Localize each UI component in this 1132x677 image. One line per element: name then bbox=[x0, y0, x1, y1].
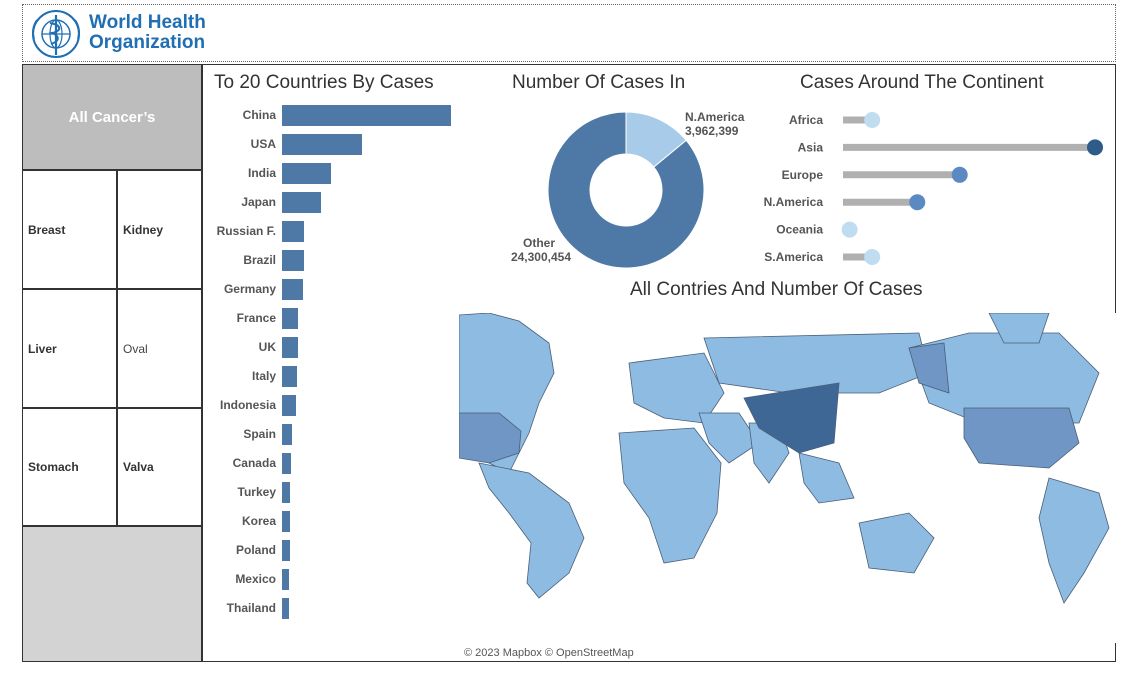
brand-line-2: Organization bbox=[89, 32, 206, 53]
bar[interactable] bbox=[282, 424, 293, 445]
continent-dot-chart: Africa Asia Europe N.America Oceania S.Americ… bbox=[764, 112, 1103, 265]
bar[interactable] bbox=[282, 163, 332, 184]
bar-label: Russian F. bbox=[216, 224, 276, 238]
continent-label: S.America bbox=[764, 250, 823, 264]
header: World Health Organization bbox=[22, 4, 1116, 62]
top-countries-bar-chart: China USA India Japan Russian F. Brazil German… bbox=[203, 105, 473, 635]
brand-name: World Health Organization bbox=[89, 13, 206, 53]
bar[interactable] bbox=[282, 308, 299, 329]
map-middle-east bbox=[698, 412, 760, 464]
world-map[interactable] bbox=[459, 313, 1117, 643]
brand-line-1: World Health bbox=[89, 12, 206, 33]
map-greenland bbox=[988, 313, 1050, 344]
map-latin-america bbox=[478, 462, 585, 599]
map-russia bbox=[703, 332, 930, 394]
map-usa bbox=[963, 407, 1080, 469]
bar-label: Mexico bbox=[235, 572, 276, 586]
continent-label: Europe bbox=[782, 168, 824, 182]
cancer-oval[interactable]: Oval bbox=[116, 290, 201, 409]
bar-label: USA bbox=[250, 137, 276, 151]
bar[interactable] bbox=[282, 337, 299, 358]
cancer-breast[interactable]: Breast bbox=[23, 171, 117, 290]
map-usa-west bbox=[459, 412, 522, 464]
bar[interactable] bbox=[282, 598, 289, 619]
bar-label: France bbox=[236, 311, 276, 325]
bar-label: Indonesia bbox=[219, 398, 276, 412]
bar-label: Poland bbox=[235, 543, 276, 557]
donut-slice-value: 24,300,454 bbox=[511, 250, 571, 264]
who-logo bbox=[32, 10, 80, 58]
bar[interactable] bbox=[282, 192, 322, 213]
map-title: All Contries And Number Of Cases bbox=[630, 279, 923, 300]
bar[interactable] bbox=[282, 482, 291, 503]
map-credit: © 2023 Mapbox © OpenStreetMap bbox=[464, 647, 634, 659]
bar[interactable] bbox=[282, 511, 291, 532]
bar-label: Thailand bbox=[226, 601, 276, 615]
bar-label: Italy bbox=[251, 369, 276, 383]
continent-dot[interactable] bbox=[1087, 139, 1103, 156]
continent-label: Asia bbox=[798, 140, 824, 154]
continent-label: Africa bbox=[789, 113, 823, 127]
continent-dot[interactable] bbox=[841, 221, 858, 238]
bar-label: India bbox=[247, 166, 276, 180]
map-alaska bbox=[908, 342, 950, 394]
continent-dot[interactable] bbox=[909, 194, 926, 211]
all-cancers-button[interactable]: All Cancer’s bbox=[23, 65, 201, 171]
bar-label: Japan bbox=[241, 195, 276, 209]
continent-chart-title: Cases Around The Continent bbox=[800, 72, 1044, 93]
bar[interactable] bbox=[282, 105, 451, 126]
bar-label: Germany bbox=[223, 282, 276, 296]
continent-dot[interactable] bbox=[951, 166, 968, 183]
cancer-filter-panel: All Cancer’s Breast Kidney Liver Oval St… bbox=[23, 65, 203, 661]
bar[interactable] bbox=[282, 395, 297, 416]
map-alaska-canada bbox=[908, 332, 1100, 424]
map-australia bbox=[858, 512, 935, 574]
bar[interactable] bbox=[282, 250, 305, 271]
cancer-kidney[interactable]: Kidney bbox=[116, 171, 201, 290]
bar-label: Spain bbox=[243, 427, 276, 441]
map-china bbox=[743, 382, 840, 454]
cancer-valva[interactable]: Valva bbox=[116, 409, 201, 527]
donut-chart-title: Number Of Cases In bbox=[512, 72, 686, 93]
bar[interactable] bbox=[282, 569, 290, 590]
continent-label: Oceania bbox=[776, 223, 823, 237]
cancer-stomach[interactable]: Stomach bbox=[23, 409, 117, 527]
donut-slice-label: N.America bbox=[685, 110, 745, 124]
bar[interactable] bbox=[282, 134, 362, 155]
dashboard: All Cancer’s Breast Kidney Liver Oval St… bbox=[22, 64, 1117, 662]
map-southeast-asia bbox=[798, 452, 855, 504]
bar[interactable] bbox=[282, 453, 292, 474]
bar[interactable] bbox=[282, 221, 305, 242]
bar-label: UK bbox=[258, 340, 276, 354]
bar[interactable] bbox=[282, 540, 290, 561]
donut-slice-label: Other bbox=[523, 236, 555, 250]
bar-label: Turkey bbox=[237, 485, 276, 499]
bar-label: Canada bbox=[232, 456, 276, 470]
bar-label: China bbox=[242, 108, 276, 122]
sidebar-blank-area bbox=[23, 527, 201, 661]
map-africa bbox=[618, 427, 722, 564]
continent-label: N.America bbox=[764, 195, 824, 209]
bar-label: Korea bbox=[241, 514, 276, 528]
bar[interactable] bbox=[282, 366, 298, 387]
map-south-america bbox=[1038, 477, 1110, 604]
continent-dot[interactable] bbox=[864, 112, 881, 128]
bar-label: Brazil bbox=[243, 253, 276, 267]
continent-dot[interactable] bbox=[864, 249, 881, 265]
bar-chart-title: To 20 Countries By Cases bbox=[214, 72, 434, 93]
donut-slice-value: 3,962,399 bbox=[685, 124, 739, 138]
bar[interactable] bbox=[282, 279, 304, 300]
donut-slice[interactable] bbox=[547, 111, 705, 269]
cancer-liver[interactable]: Liver bbox=[23, 290, 117, 409]
